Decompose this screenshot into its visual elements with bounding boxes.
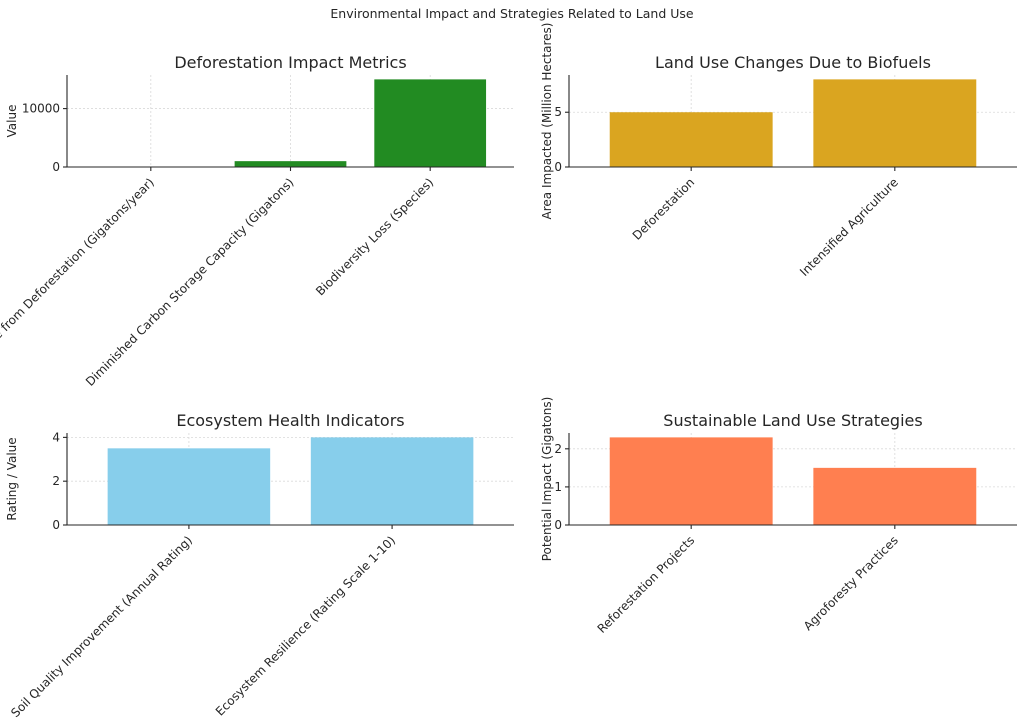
- x-tick-label: Ecosystem Resilience (Rating Scale 1-10): [213, 533, 398, 718]
- y-tick-label: 4: [52, 430, 60, 444]
- y-tick-label: 0: [554, 160, 562, 174]
- figure-title: Environmental Impact and Strategies Rela…: [330, 6, 694, 21]
- y-tick-label: 0: [52, 518, 60, 532]
- y-tick-label: 0: [52, 160, 60, 174]
- subplot-title: Deforestation Impact Metrics: [174, 53, 406, 72]
- bar: [813, 467, 977, 525]
- bar: [813, 79, 977, 167]
- x-tick-label: Deforestation: [630, 175, 698, 243]
- x-tick-label: Biodiversity Loss (Species): [313, 175, 436, 298]
- x-tick-label: Soil Quality Improvement (Annual Rating): [8, 533, 195, 720]
- subplot-4: 0 1 2 Reforestation Projects Agroforesty Pra…: [540, 397, 1017, 636]
- y-tick-label: 2: [554, 442, 562, 456]
- y-axis-label: Area Impacted (Million Hectares): [540, 23, 554, 220]
- y-tick-label: 1: [554, 480, 562, 494]
- x-tick-label: Intensified Agriculture: [797, 175, 901, 279]
- bar: [609, 437, 773, 525]
- subplot-title: Land Use Changes Due to Biofuels: [655, 53, 931, 72]
- bar: [310, 437, 474, 525]
- y-axis-label: Rating / Value: [5, 437, 19, 520]
- y-axis-label: Value: [5, 105, 19, 138]
- subplot-1: 0 10000 Carbon Release from Deforestation …: [0, 53, 514, 403]
- subplot-3: 0 2 4 Soil Quality Improvement (Annual Rati…: [5, 411, 514, 720]
- y-tick-label: 5: [554, 105, 562, 119]
- subplot-2: 0 5 Deforestation Intensified Agriculture La…: [540, 23, 1017, 279]
- bar: [609, 112, 773, 167]
- x-tick-label: Carbon Release from Deforestation (Gigat…: [0, 175, 157, 403]
- y-tick-label: 2: [52, 474, 60, 488]
- bar: [107, 448, 271, 525]
- bar: [374, 79, 487, 167]
- y-axis-label: Potential Impact (Gigatons): [540, 397, 554, 562]
- subplot-title: Sustainable Land Use Strategies: [663, 411, 922, 430]
- subplot-title: Ecosystem Health Indicators: [176, 411, 404, 430]
- x-tick-label: Reforestation Projects: [595, 533, 698, 636]
- bar: [234, 161, 347, 167]
- y-tick-label: 10000: [22, 102, 60, 116]
- y-tick-label: 0: [554, 518, 562, 532]
- x-tick-label: Agroforesty Practices: [801, 533, 901, 633]
